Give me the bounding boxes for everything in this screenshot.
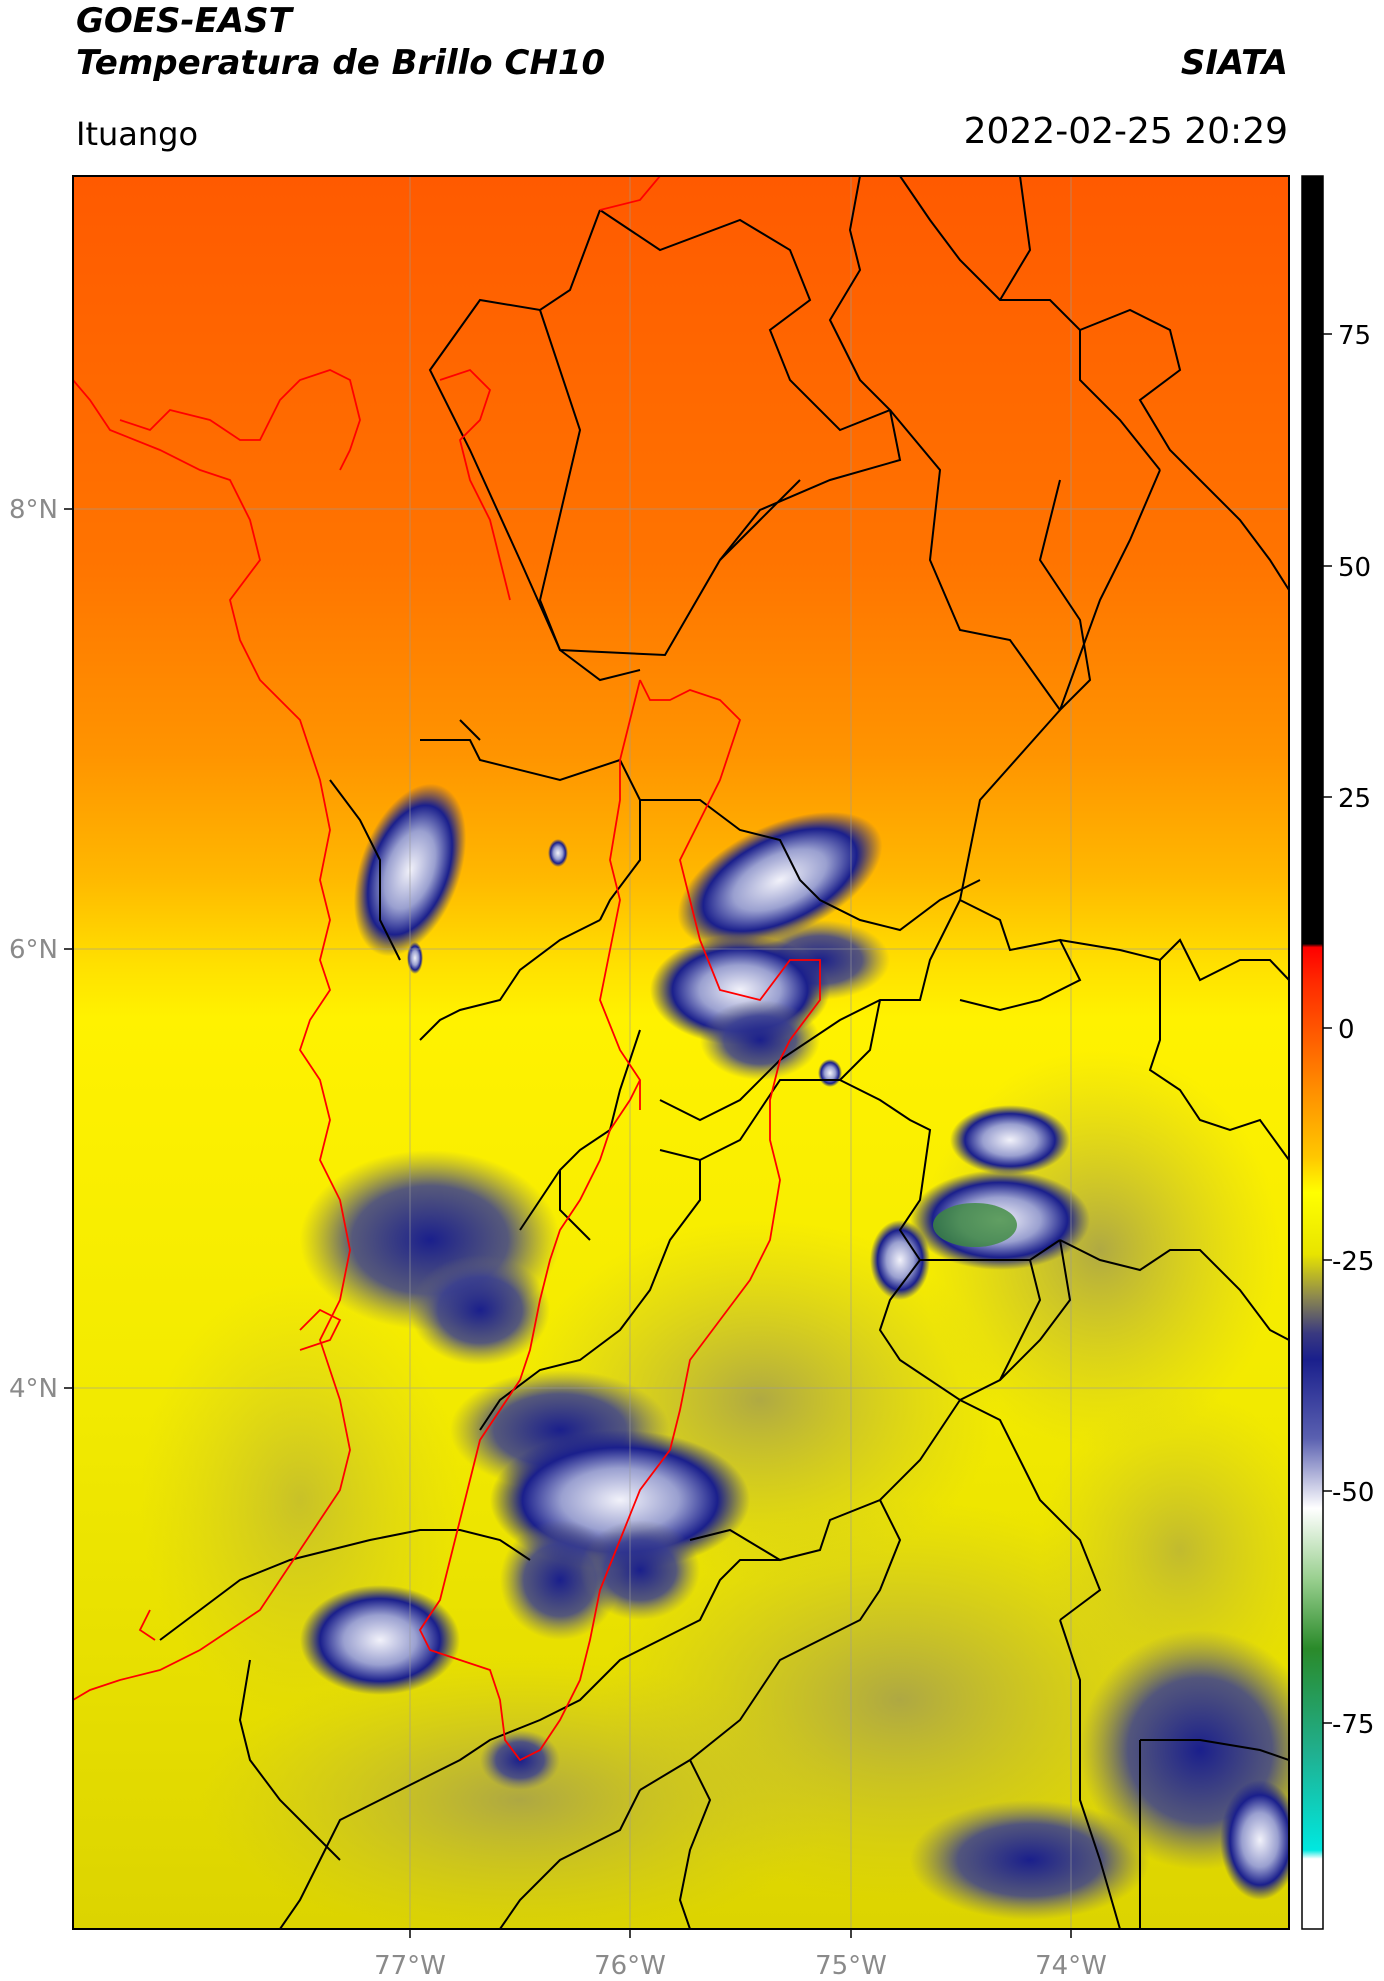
lon-label: 77°W [374, 1951, 446, 1981]
graticule [73, 176, 1289, 1929]
region-borders [73, 176, 821, 1762]
product-title: Temperatura de Brillo CH10 [76, 43, 606, 83]
colorbar-tick-label: 75 [1338, 321, 1371, 351]
temperature-field [73, 176, 1289, 1929]
colorbar-tick-label: 50 [1338, 553, 1371, 583]
satellite-title: GOES-EAST [76, 1, 292, 41]
department-borders [159, 176, 1289, 1929]
location-label: Ituango [76, 115, 199, 153]
lat-label: 6°N [9, 935, 58, 965]
timestamp-label: 2022-02-25 20:29 [963, 111, 1288, 152]
colorbar-tick-label: 25 [1338, 784, 1371, 814]
colorbar-ticks [1323, 333, 1332, 1724]
lon-label: 74°W [1035, 1951, 1107, 1981]
colorbar-tick-label: -75 [1332, 1710, 1374, 1740]
colorbar-tick-label: -50 [1332, 1478, 1374, 1508]
map-frame [72, 175, 1290, 1930]
lat-label: 8°N [9, 495, 58, 525]
lon-label: 75°W [815, 1951, 887, 1981]
colorbar [1302, 176, 1323, 1929]
brand-label: SIATA [1180, 43, 1288, 83]
lon-label: 76°W [594, 1951, 666, 1981]
colorbar-frame [1301, 175, 1324, 1930]
axis-ticks [64, 508, 1072, 1938]
lat-label: 4°N [9, 1374, 58, 1404]
colorbar-tick-label: 0 [1338, 1015, 1355, 1045]
colorbar-tick-label: -25 [1332, 1247, 1374, 1277]
